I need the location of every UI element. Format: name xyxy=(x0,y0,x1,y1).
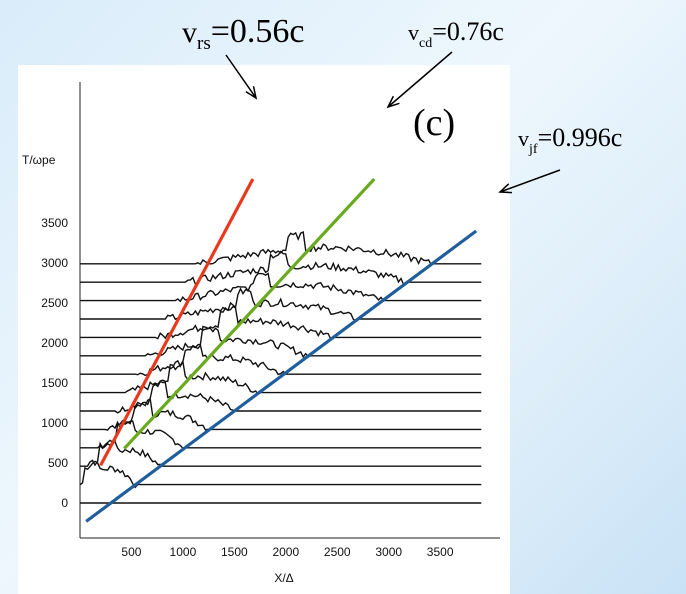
annotation-arrow xyxy=(499,169,561,193)
velocity-lines xyxy=(85,177,478,523)
annotation-arrows xyxy=(225,51,561,194)
waterfall-trace xyxy=(80,325,482,359)
waterfall-trace xyxy=(80,287,482,322)
velocity-line xyxy=(99,178,255,467)
y-tick-label: 1000 xyxy=(41,416,68,430)
x-tick-label: 3500 xyxy=(427,545,454,559)
waterfall-trace xyxy=(80,343,482,377)
y-tick-label: 0 xyxy=(61,496,68,510)
y-axis-label: T/ωpe xyxy=(22,153,56,167)
y-tick-label: 3000 xyxy=(41,256,68,270)
waterfall-trace xyxy=(80,305,482,341)
x-tick-label: 3000 xyxy=(375,545,402,559)
y-tick-labels: 0 500 1000 1500 2000 2500 3000 3500 xyxy=(41,216,68,510)
x-tick-labels: 500 1000 1500 2000 2500 3000 3500 xyxy=(121,545,453,559)
plot-panel-background xyxy=(18,65,510,594)
x-tick-label: 1000 xyxy=(170,545,197,559)
waterfall-trace xyxy=(80,272,482,303)
y-tick-label: 2000 xyxy=(41,336,68,350)
waterfall-trace xyxy=(80,230,482,266)
velocity-line xyxy=(123,177,376,450)
waterfall-trace xyxy=(80,397,482,431)
x-tick-label: 1500 xyxy=(221,545,248,559)
y-tick-label: 1500 xyxy=(41,376,68,390)
annotation-arrowhead xyxy=(245,86,258,100)
velocity-label: vrs=0.56c xyxy=(182,13,305,54)
x-tick-label: 2500 xyxy=(324,545,351,559)
velocity-label: vcd=0.76c xyxy=(408,17,504,51)
panel-label: (c) xyxy=(413,102,455,144)
y-tick-label: 3500 xyxy=(41,216,68,230)
annotation-arrow xyxy=(387,51,453,108)
waterfall-trace xyxy=(79,460,482,489)
annotation-arrowhead xyxy=(386,95,400,109)
waterfall-traces xyxy=(79,230,482,504)
waterfall-trace xyxy=(80,359,482,395)
annotation-arrow xyxy=(225,54,257,99)
x-tick-label: 500 xyxy=(121,545,141,559)
waterfall-trace xyxy=(80,439,482,467)
velocity-label: vjf=0.996c xyxy=(518,123,622,157)
waterfall-trace xyxy=(80,250,482,286)
velocity-line xyxy=(85,229,478,523)
waterfall-trace xyxy=(80,380,482,414)
y-tick-label: 500 xyxy=(48,456,68,470)
waterfall-trace xyxy=(80,419,482,450)
x-axis-label: X/Δ xyxy=(274,571,293,585)
x-tick-label: 2000 xyxy=(272,545,299,559)
velocity-labels: vrs=0.56c vcd=0.76c vjf=0.996c xyxy=(182,13,622,157)
y-tick-label: 2500 xyxy=(41,296,68,310)
annotation-arrowhead xyxy=(498,183,513,194)
